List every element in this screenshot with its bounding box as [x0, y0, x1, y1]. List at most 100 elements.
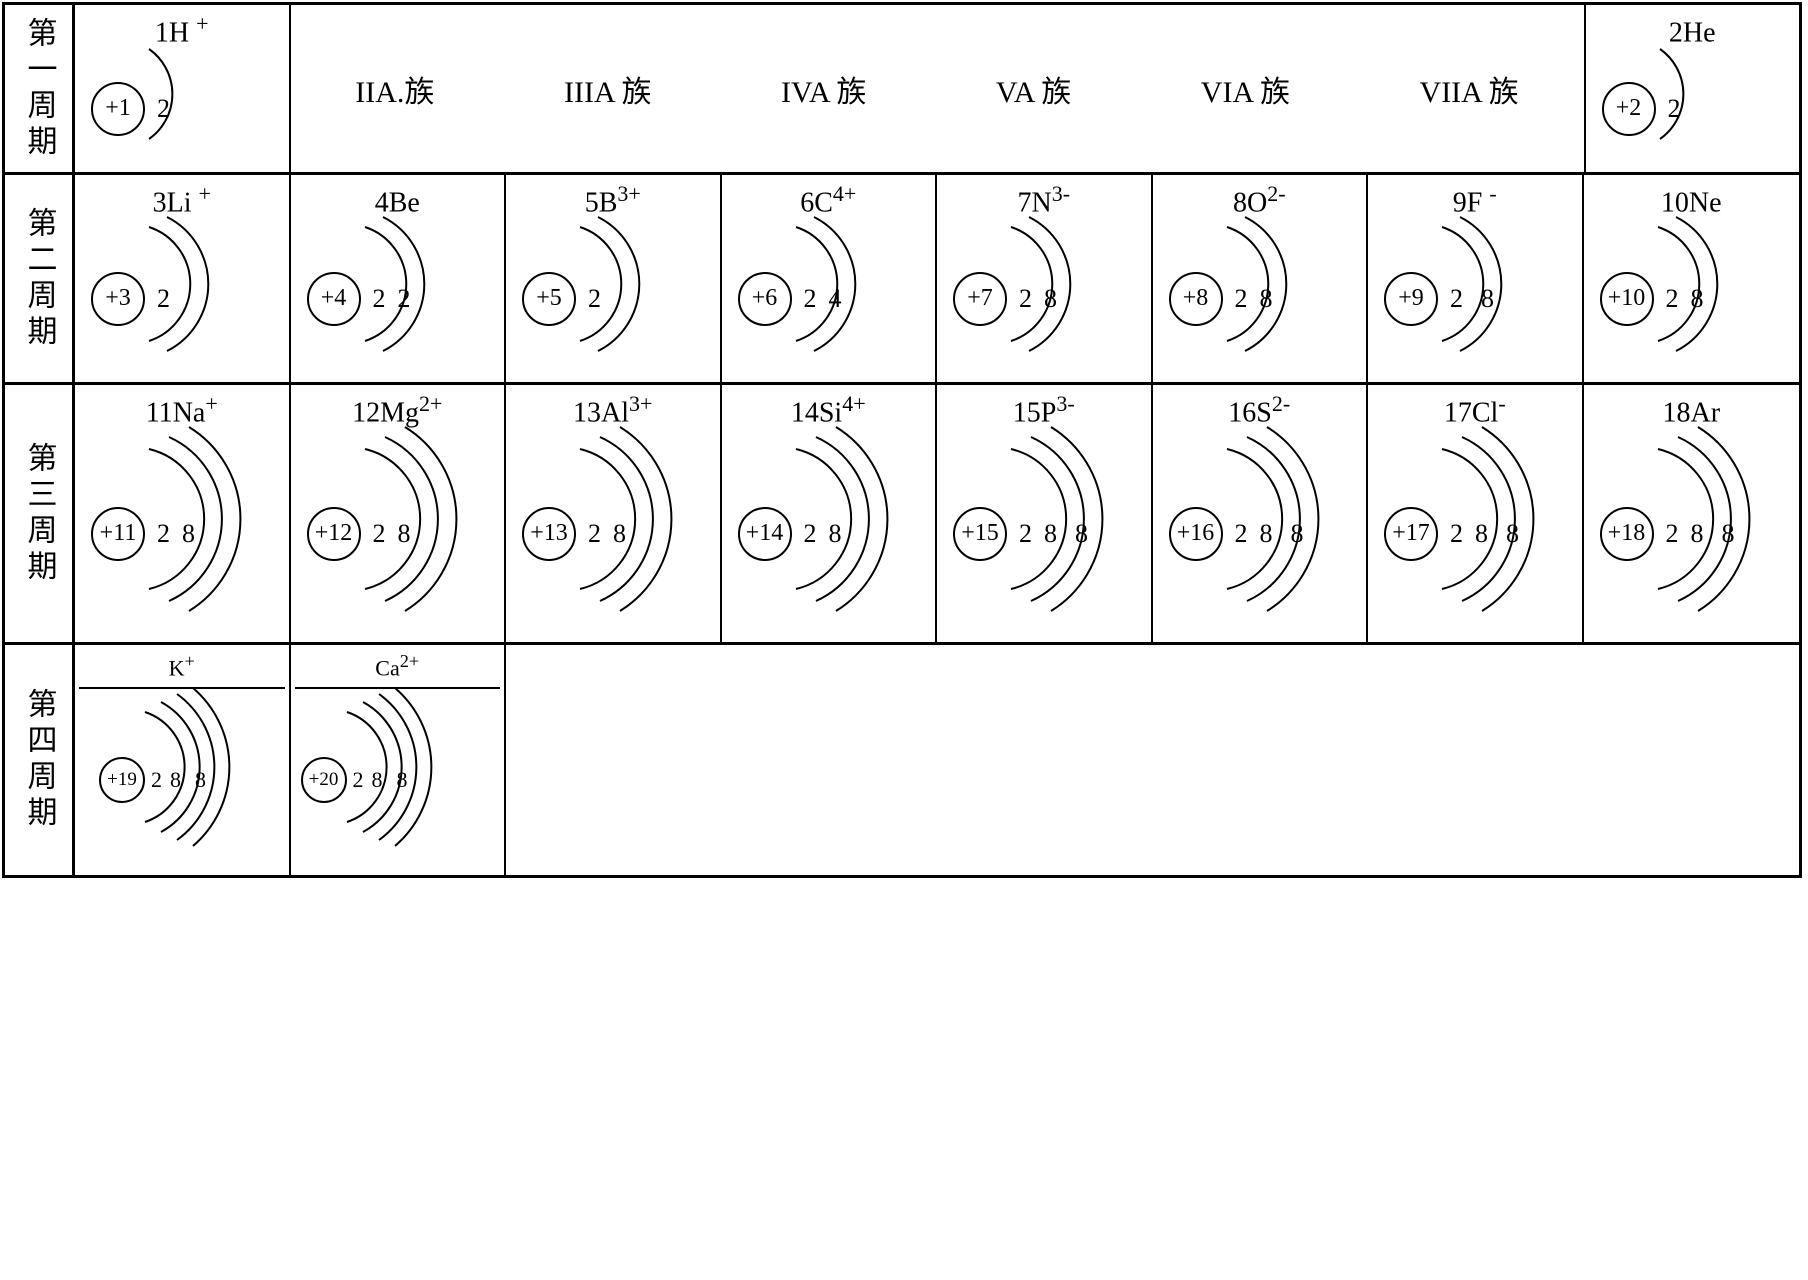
- period-2-header: 第二周期: [5, 175, 75, 385]
- atom-diagram-Cl: +17 2 8 8: [1372, 429, 1578, 638]
- shells: 2 8 8: [1223, 519, 1304, 549]
- shell-2: 8: [1032, 284, 1057, 314]
- shell-1: 2: [347, 767, 364, 793]
- group-IIA: IIA.族: [345, 67, 444, 111]
- charge: 2+: [400, 651, 420, 671]
- shell-2: 8: [1463, 519, 1488, 549]
- charge: -: [1489, 181, 1496, 206]
- shell-3: 8: [383, 767, 408, 793]
- shells: 2 8 8: [347, 767, 408, 793]
- charge: 3-: [1052, 181, 1070, 206]
- period-1-header: 第一周期: [5, 5, 75, 175]
- element-cell-B: 5B3+ +5 2: [506, 175, 722, 385]
- charge: -: [1498, 391, 1505, 416]
- shell-2: 8: [170, 519, 195, 549]
- charge: 2+: [419, 391, 442, 416]
- atom-diagram-Li: +3 2: [79, 219, 285, 378]
- charge: +: [198, 181, 210, 206]
- nucleus: +2: [1602, 82, 1656, 136]
- shells: 2: [145, 94, 170, 124]
- element-cell-Ar: 18Ar +18 2 8 8: [1584, 385, 1800, 645]
- shells: 2 8: [576, 519, 626, 549]
- nucleus: +8: [1169, 272, 1223, 326]
- shell-2: 8: [1463, 284, 1494, 314]
- shell-3: 8: [1273, 519, 1304, 549]
- shells: 2 2: [361, 284, 411, 314]
- charge: 2-: [1272, 391, 1290, 416]
- shell-1: 2: [1654, 284, 1679, 314]
- group-headers: IIA.族 IIIA 族 IVA 族 VA 族 VIA 族 VIIA 族: [291, 5, 1584, 175]
- atom-diagram-K: +19 2 8 8: [79, 689, 285, 871]
- shells: 2 8 8: [1654, 519, 1735, 549]
- nucleus: +17: [1384, 507, 1438, 561]
- shell-2: 2: [386, 284, 411, 314]
- element-cell-Cl: 17Cl- +17 2 8 8: [1368, 385, 1584, 645]
- nucleus: +6: [738, 272, 792, 326]
- nucleus: +13: [522, 507, 576, 561]
- shells: 2 8 8: [145, 767, 206, 793]
- shell-2: 8: [601, 519, 626, 549]
- shell-1: 2: [145, 519, 170, 549]
- element-cell-Al: 13Al3+ +13 2 8: [506, 385, 722, 645]
- shell-1: 2: [1656, 94, 1681, 124]
- nucleus: +1: [91, 82, 145, 136]
- charge: +: [185, 651, 195, 671]
- shell-1: 2: [361, 284, 386, 314]
- group-VIA: VIA 族: [1191, 67, 1300, 111]
- charge: +: [205, 391, 217, 416]
- element-cell-O: 8O2- +8 2 8: [1153, 175, 1369, 385]
- nucleus: +12: [307, 507, 361, 561]
- shell-1: 2: [1654, 519, 1679, 549]
- charge: +: [196, 11, 208, 36]
- element-cell-He: 2He +2 2: [1584, 5, 1800, 175]
- shell-1: 2: [1007, 284, 1032, 314]
- shell-1: 2: [1223, 519, 1248, 549]
- period-3-header: 第三周期: [5, 385, 75, 645]
- empty-area: [506, 645, 1799, 875]
- periodic-table: 第一周期 1H + +1 2 IIA.族 IIIA 族 IVA 族 VA 族 V…: [2, 2, 1802, 878]
- shells: 2 8 8: [1438, 519, 1519, 549]
- atom-diagram-S: +16 2 8 8: [1157, 429, 1363, 638]
- shell-1: 2: [1438, 519, 1463, 549]
- group-IVA: IVA 族: [771, 67, 876, 111]
- shells: 2: [145, 284, 170, 314]
- element-cell-H: 1H + +1 2: [75, 5, 291, 175]
- element-cell-Be: 4Be +4 2 2: [291, 175, 507, 385]
- shell-2: 8: [364, 767, 383, 793]
- shells: 2 8: [361, 519, 411, 549]
- element-symbol: Ca: [375, 655, 399, 680]
- nucleus: +16: [1169, 507, 1223, 561]
- atom-diagram-Be: +4 2 2: [295, 219, 501, 378]
- group-VIIA: VIIA 族: [1410, 67, 1529, 111]
- shell-1: 2: [145, 94, 170, 124]
- shell-1: 2: [145, 284, 170, 314]
- nucleus: +9: [1384, 272, 1438, 326]
- group-VA: VA 族: [986, 67, 1081, 111]
- shells: 2 8: [1654, 284, 1704, 314]
- nucleus: +18: [1600, 507, 1654, 561]
- atom-diagram-Ne: +10 2 8: [1588, 219, 1796, 378]
- nucleus: +4: [307, 272, 361, 326]
- nucleus: +10: [1600, 272, 1654, 326]
- shells: 2 8: [1438, 284, 1494, 314]
- nucleus: +5: [522, 272, 576, 326]
- atom-diagram-H: +1 2: [79, 49, 285, 168]
- element-cell-C: 6C4+ +6 2 4: [722, 175, 938, 385]
- nucleus: +14: [738, 507, 792, 561]
- shells: 2: [576, 284, 601, 314]
- element-cell-Mg: 12Mg2+ +12 2 8: [291, 385, 507, 645]
- shell-1: 2: [792, 284, 817, 314]
- atom-diagram-Al: +13 2 8: [510, 429, 716, 638]
- atom-diagram-P: +15 2 8 8: [941, 429, 1147, 638]
- shell-1: 2: [361, 519, 386, 549]
- shell-1: 2: [792, 519, 817, 549]
- element-cell-Ne: 10Ne +10 2 8: [1584, 175, 1800, 385]
- shells: 2 8 8: [1007, 519, 1088, 549]
- nucleus: +7: [953, 272, 1007, 326]
- charge: 4+: [842, 391, 865, 416]
- atom-diagram-Ar: +18 2 8 8: [1588, 429, 1796, 638]
- shell-1: 2: [1223, 284, 1248, 314]
- shell-2: 8: [817, 519, 842, 549]
- nucleus: +19: [99, 757, 145, 803]
- shell-3: 8: [1704, 519, 1735, 549]
